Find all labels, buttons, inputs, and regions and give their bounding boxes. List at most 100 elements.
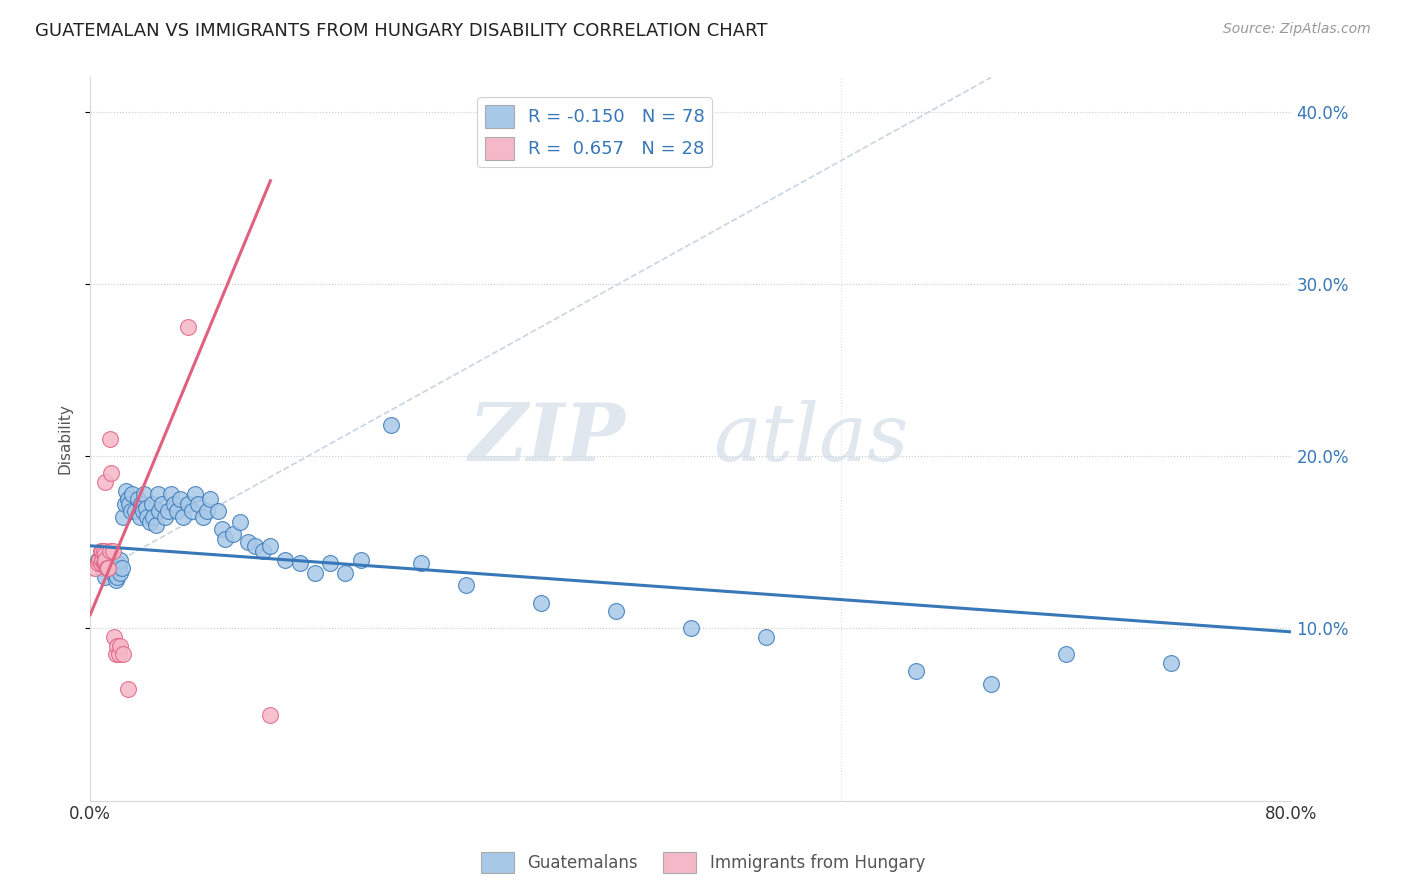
Point bbox=[195, 504, 218, 518]
Point bbox=[304, 566, 326, 581]
Point bbox=[160, 487, 183, 501]
Point bbox=[530, 596, 553, 610]
Point bbox=[245, 539, 267, 553]
Legend: Guatemalans, Immigrants from Hungary: Guatemalans, Immigrants from Hungary bbox=[474, 846, 932, 880]
Point bbox=[157, 504, 180, 518]
Point bbox=[207, 504, 229, 518]
Point bbox=[150, 498, 173, 512]
Point bbox=[136, 509, 159, 524]
Point bbox=[252, 544, 274, 558]
Point bbox=[83, 561, 105, 575]
Point bbox=[94, 548, 117, 562]
Point bbox=[755, 630, 778, 644]
Point bbox=[127, 492, 149, 507]
Point bbox=[107, 647, 129, 661]
Point bbox=[96, 561, 118, 575]
Point bbox=[91, 552, 114, 566]
Point bbox=[110, 639, 132, 653]
Point bbox=[155, 509, 177, 524]
Point bbox=[105, 570, 128, 584]
Point bbox=[103, 630, 125, 644]
Point bbox=[89, 552, 111, 566]
Point bbox=[94, 475, 117, 489]
Point bbox=[148, 504, 170, 518]
Point bbox=[229, 515, 252, 529]
Point bbox=[101, 566, 124, 581]
Point bbox=[110, 566, 132, 581]
Point bbox=[93, 556, 115, 570]
Point bbox=[97, 561, 120, 575]
Point bbox=[214, 532, 236, 546]
Point bbox=[163, 498, 186, 512]
Text: atlas: atlas bbox=[713, 401, 908, 478]
Point bbox=[679, 622, 702, 636]
Point bbox=[177, 320, 200, 334]
Point bbox=[200, 492, 222, 507]
Legend: R = -0.150   N = 78, R =  0.657   N = 28: R = -0.150 N = 78, R = 0.657 N = 28 bbox=[478, 97, 711, 167]
Point bbox=[103, 561, 125, 575]
Point bbox=[90, 556, 112, 570]
Point bbox=[222, 526, 245, 541]
Point bbox=[187, 498, 209, 512]
Point bbox=[146, 487, 169, 501]
Point bbox=[94, 556, 117, 570]
Point bbox=[91, 544, 114, 558]
Point bbox=[115, 483, 138, 498]
Point bbox=[117, 681, 139, 696]
Point bbox=[177, 498, 200, 512]
Point bbox=[259, 539, 281, 553]
Point bbox=[290, 556, 312, 570]
Point bbox=[101, 544, 124, 558]
Point bbox=[112, 509, 135, 524]
Point bbox=[142, 509, 165, 524]
Text: ZIP: ZIP bbox=[468, 401, 626, 478]
Point bbox=[211, 522, 233, 536]
Point bbox=[112, 647, 135, 661]
Point bbox=[97, 561, 120, 575]
Point bbox=[93, 544, 115, 558]
Point bbox=[94, 552, 117, 566]
Point bbox=[100, 467, 122, 481]
Point bbox=[91, 561, 114, 575]
Point bbox=[87, 556, 110, 570]
Point bbox=[118, 498, 141, 512]
Point bbox=[236, 535, 259, 549]
Point bbox=[111, 561, 134, 575]
Text: Source: ZipAtlas.com: Source: ZipAtlas.com bbox=[1223, 22, 1371, 37]
Point bbox=[169, 492, 191, 507]
Point bbox=[135, 500, 157, 515]
Point bbox=[110, 552, 132, 566]
Point bbox=[105, 556, 128, 570]
Point bbox=[349, 552, 371, 566]
Point bbox=[274, 552, 297, 566]
Point bbox=[121, 487, 143, 501]
Point bbox=[905, 665, 928, 679]
Point bbox=[454, 578, 477, 592]
Text: GUATEMALAN VS IMMIGRANTS FROM HUNGARY DISABILITY CORRELATION CHART: GUATEMALAN VS IMMIGRANTS FROM HUNGARY DI… bbox=[35, 22, 768, 40]
Point bbox=[139, 515, 162, 529]
Point bbox=[107, 561, 129, 575]
Point bbox=[134, 487, 156, 501]
Y-axis label: Disability: Disability bbox=[58, 403, 72, 475]
Point bbox=[335, 566, 357, 581]
Point bbox=[259, 707, 281, 722]
Point bbox=[319, 556, 342, 570]
Point bbox=[129, 498, 152, 512]
Point bbox=[101, 552, 124, 566]
Point bbox=[145, 518, 167, 533]
Point bbox=[104, 573, 127, 587]
Point bbox=[124, 504, 146, 518]
Point bbox=[98, 544, 121, 558]
Point bbox=[1160, 656, 1182, 670]
Point bbox=[87, 552, 110, 566]
Point bbox=[94, 570, 117, 584]
Point bbox=[181, 504, 204, 518]
Point bbox=[141, 498, 163, 512]
Point bbox=[166, 504, 188, 518]
Point bbox=[409, 556, 432, 570]
Point bbox=[94, 552, 117, 566]
Point bbox=[117, 492, 139, 507]
Point bbox=[114, 498, 136, 512]
Point bbox=[90, 544, 112, 558]
Point bbox=[132, 504, 155, 518]
